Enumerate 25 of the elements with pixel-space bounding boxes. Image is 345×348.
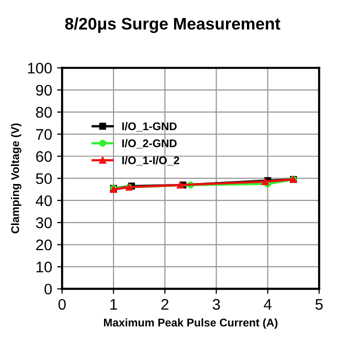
y-tick-label: 60 bbox=[36, 151, 52, 162]
chart-title: 8/20μs Surge Measurement bbox=[65, 17, 280, 34]
x-tick-label: 0 bbox=[58, 298, 66, 310]
y-tick-label: 40 bbox=[36, 195, 52, 206]
y-tick-label: 50 bbox=[36, 173, 52, 184]
y-axis-title: Clamping Voltage (V) bbox=[10, 123, 22, 234]
x-tick-label: 1 bbox=[110, 299, 118, 310]
y-tick-label: 70 bbox=[36, 129, 52, 140]
y-tick-label: 80 bbox=[36, 106, 52, 118]
y-tick-label: 100 bbox=[28, 62, 52, 74]
y-tick-label: 0 bbox=[44, 284, 52, 295]
legend-label: I/O_2-GND bbox=[122, 139, 177, 148]
y-tick-label: 20 bbox=[36, 240, 52, 250]
x-tick-label: 3 bbox=[212, 298, 220, 310]
x-tick-label: 2 bbox=[161, 298, 168, 310]
legend-label: I/O_1-I/O_2 bbox=[122, 156, 180, 166]
y-tick-label: 10 bbox=[36, 262, 52, 272]
legend-label: I/O_1-GND bbox=[122, 122, 177, 132]
x-tick-label: 4 bbox=[264, 299, 272, 310]
point bbox=[176, 182, 184, 188]
x-tick-label: 5 bbox=[315, 299, 323, 310]
y-tick-label: 30 bbox=[36, 217, 52, 228]
x-axis-title: Maximum Peak Pulse Current (A) bbox=[104, 318, 278, 329]
point bbox=[262, 178, 269, 186]
y-tick-label: 90 bbox=[36, 84, 52, 96]
